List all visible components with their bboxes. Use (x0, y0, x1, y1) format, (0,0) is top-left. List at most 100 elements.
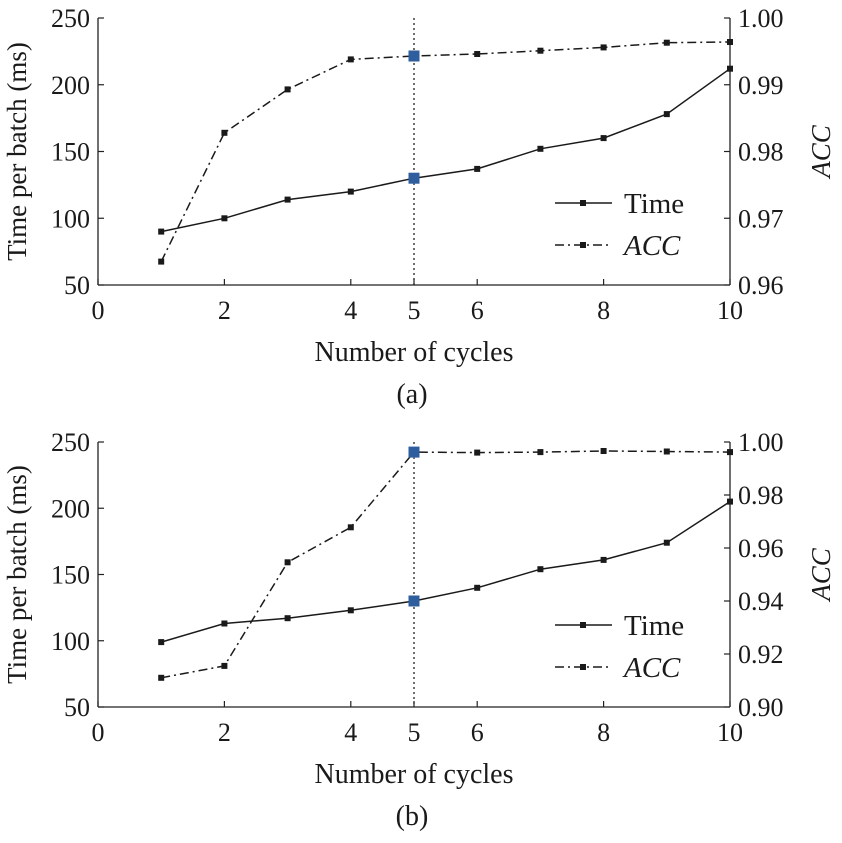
data-point (600, 556, 607, 563)
series-time (158, 65, 733, 235)
data-point (537, 449, 544, 456)
x-tick-label: 4 (344, 718, 357, 747)
x-tick-label: 6 (471, 718, 484, 747)
x-tick-label: 8 (597, 718, 610, 747)
x-tick-label: 5 (408, 718, 421, 747)
y-right-tick-label: 0.97 (738, 204, 784, 233)
data-point (600, 135, 607, 142)
highlight-marker (408, 595, 420, 607)
data-point (221, 662, 228, 669)
y-left-tick-label: 200 (51, 494, 90, 523)
y-left-tick-label: 50 (64, 693, 90, 722)
data-point (474, 449, 481, 456)
data-point (284, 196, 291, 203)
data-point (727, 498, 733, 505)
panel-label: (b) (396, 801, 429, 832)
x-tick-label: 6 (471, 296, 484, 325)
legend-marker (580, 622, 586, 628)
data-point (537, 566, 544, 573)
data-point (474, 584, 481, 591)
x-tick-label: 0 (92, 296, 105, 325)
data-point (158, 639, 165, 646)
x-tick-label: 8 (597, 296, 610, 325)
data-point (347, 607, 354, 614)
y-right-tick-label: 1.00 (738, 4, 784, 33)
x-tick-label: 10 (717, 296, 743, 325)
y-left-tick-label: 250 (51, 4, 90, 33)
legend-label-time: Time (624, 610, 684, 642)
legend-label-acc: ACC (622, 652, 681, 684)
series-line-time (160, 500, 731, 643)
data-point (284, 615, 291, 622)
highlight-marker (408, 50, 420, 62)
series-time (158, 498, 733, 646)
data-point (474, 165, 481, 172)
y-left-tick-label: 50 (64, 271, 90, 300)
y-right-tick-label: 0.98 (738, 138, 784, 167)
data-point (284, 559, 291, 566)
legend-label-time: Time (624, 188, 684, 220)
highlight-marker (408, 446, 420, 458)
legend-marker (580, 200, 586, 206)
x-tick-label: 5 (408, 296, 421, 325)
data-point (537, 47, 544, 54)
panel-a: 0 2 4 5 6 8 10 50 100 150 200 250 0.96 0.97 0.98 0.99 1.… (2, 4, 836, 410)
legend: Time ACC (555, 188, 684, 262)
data-point (347, 524, 354, 531)
series-acc (158, 446, 733, 681)
data-point (221, 620, 228, 627)
data-point (727, 65, 733, 72)
y-right-tick-label: 0.98 (738, 481, 784, 510)
panel-b: 0 2 4 5 6 8 10 50 100 150 200 250 0.90 0.92 0.94 0.96 0.… (2, 428, 836, 832)
data-point (158, 674, 165, 681)
y-left-tick-label: 100 (51, 204, 90, 233)
y-right-tick-label: 0.99 (738, 71, 784, 100)
panel-label: (a) (396, 379, 427, 410)
data-point (663, 39, 670, 46)
y-right-tick-label: 1.00 (738, 428, 784, 457)
x-tick-label: 4 (344, 296, 357, 325)
y-axis-left-label: Time per batch (ms) (2, 42, 32, 261)
y-right-tick-label: 0.90 (738, 693, 784, 722)
data-point (663, 539, 670, 546)
y-right-tick-label: 0.94 (738, 587, 784, 616)
y-left-tick-label: 150 (51, 561, 90, 590)
legend-label-acc: ACC (622, 230, 681, 262)
x-tick-label: 2 (218, 718, 231, 747)
series-acc (158, 39, 733, 265)
data-point (600, 44, 607, 51)
series-line-acc (161, 450, 731, 679)
y-axis-left-label: Time per batch (ms) (2, 465, 32, 684)
legend: Time ACC (555, 610, 684, 684)
data-point (347, 188, 354, 195)
data-point (727, 449, 733, 456)
data-point (600, 448, 607, 454)
series-line-acc (160, 41, 731, 262)
data-point (221, 129, 228, 136)
x-tick-label: 2 (218, 296, 231, 325)
y-right-tick-label: 0.96 (738, 534, 784, 563)
data-point (663, 448, 670, 455)
y-right-tick-label: 0.96 (738, 271, 784, 300)
x-tick-label: 0 (92, 718, 105, 747)
data-point (663, 111, 670, 118)
y-left-tick-label: 250 (51, 428, 90, 457)
data-point (158, 228, 165, 235)
x-axis-label: Number of cycles (314, 337, 513, 368)
series-line-time (161, 68, 731, 233)
y-left-tick-label: 200 (51, 71, 90, 100)
data-point (727, 39, 733, 45)
data-point (347, 56, 354, 63)
data-point (158, 258, 165, 265)
y-axis-right-label: ACC (806, 124, 836, 180)
legend-marker (580, 242, 586, 248)
x-tick-label: 10 (717, 718, 743, 747)
y-left-tick-label: 100 (51, 627, 90, 656)
highlight-marker (408, 172, 420, 184)
legend-marker (580, 664, 586, 670)
data-point (474, 51, 481, 57)
data-point (537, 145, 544, 152)
data-point (221, 215, 228, 222)
